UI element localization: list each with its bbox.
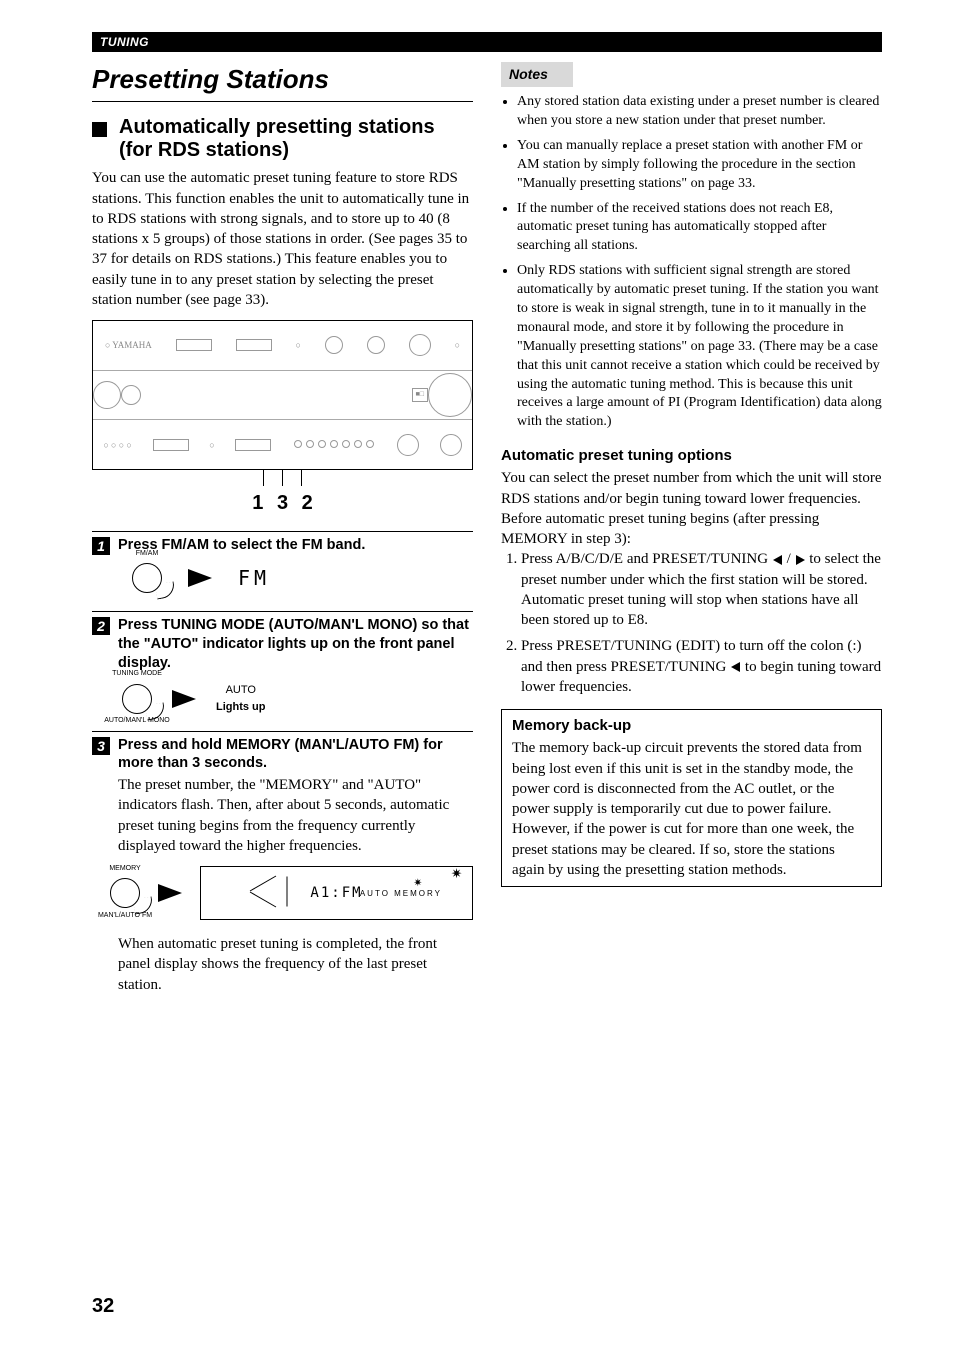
round-button-icon	[132, 563, 162, 593]
fig-num-3: 3	[277, 490, 288, 517]
button-label-bottom: AUTO/MAN'L MONO	[104, 716, 170, 725]
step-3-title: Press and hold MEMORY (MAN'L/AUTO FM) fo…	[118, 736, 473, 774]
fig-num-2: 2	[302, 490, 313, 517]
memory-backup-body: The memory back-up circuit prevents the …	[512, 738, 871, 880]
note-item: You can manually replace a preset statio…	[517, 137, 882, 194]
memory-backup-heading: Memory back-up	[512, 716, 871, 736]
round-button-icon	[122, 684, 152, 714]
triangle-right-icon	[796, 555, 805, 565]
right-column: Notes Any stored station data existing u…	[501, 62, 882, 1011]
step-1-figure: FM/AM FM	[92, 555, 473, 595]
option-item-2: Press PRESET/TUNING (EDIT) to turn off t…	[521, 636, 882, 697]
figure-leader-lines	[92, 470, 473, 490]
arrow-icon	[172, 690, 196, 708]
page-number: 32	[92, 1293, 114, 1320]
page-title: Presetting Stations	[92, 62, 473, 97]
flash-icon: ✷	[451, 861, 464, 885]
triangle-left-icon	[731, 662, 740, 672]
square-bullet-icon	[92, 122, 107, 137]
arrow-icon	[188, 569, 212, 587]
note-item: Only RDS stations with sufficient signal…	[517, 262, 882, 432]
slash: /	[783, 551, 795, 567]
options-heading: Automatic preset tuning options	[501, 446, 882, 466]
step-number-icon: 1	[92, 537, 110, 555]
step-3-body-1: The preset number, the "MEMORY" and "AUT…	[92, 775, 473, 856]
triangle-left-icon	[773, 555, 782, 565]
title-block: Presetting Stations	[92, 62, 473, 102]
lcd-tiny-labels: AUTO MEMORY	[360, 889, 442, 900]
flash-icon: ✷	[414, 873, 424, 892]
section-header: TUNING	[92, 32, 882, 52]
button-label-bottom: MAN'L/AUTO FM	[98, 911, 152, 920]
step-1: 1 Press FM/AM to select the FM band. FM/…	[92, 531, 473, 595]
notes-heading: Notes	[501, 62, 573, 87]
note-item: Any stored station data existing under a…	[517, 93, 882, 131]
options-list: Press A/B/C/D/E and PRESET/TUNING / to s…	[501, 549, 882, 697]
two-column-layout: Presetting Stations Automatically preset…	[92, 62, 882, 1011]
lights-up-label: Lights up	[216, 700, 266, 715]
options-intro: You can select the preset number from wh…	[501, 468, 882, 549]
button-label: FM/AM	[136, 549, 159, 558]
left-column: Presetting Stations Automatically preset…	[92, 62, 473, 1011]
button-label-top: TUNING MODE	[112, 670, 162, 677]
memory-backup-box: Memory back-up The memory back-up circui…	[501, 709, 882, 887]
step-3-body-2: When automatic preset tuning is complete…	[92, 934, 473, 995]
step-3: 3 Press and hold MEMORY (MAN'L/AUTO FM) …	[92, 731, 473, 995]
step-2-figure: TUNING MODE AUTO/MAN'L MONO AUTO Lights …	[92, 673, 473, 715]
intro-paragraph: You can use the automatic preset tuning …	[92, 168, 473, 310]
button-label-top: MEMORY	[109, 864, 140, 873]
step-2-title: Press TUNING MODE (AUTO/MAN'L MONO) so t…	[118, 616, 473, 673]
round-button-icon	[110, 878, 140, 908]
step-3-figure: MEMORY MAN'L/AUTO FM A1:FM AUTO MEMORY ✷…	[92, 856, 473, 920]
lcd-text: FM	[238, 565, 270, 592]
step-number-icon: 2	[92, 617, 110, 635]
lcd-panel: A1:FM AUTO MEMORY ✷ ✷	[200, 866, 473, 920]
option-item-1: Press A/B/C/D/E and PRESET/TUNING / to s…	[521, 549, 882, 630]
arrow-icon	[158, 884, 182, 902]
fig-num-1: 1	[252, 490, 263, 517]
subhead: Automatically presetting stations (for R…	[119, 116, 473, 162]
step-2: 2 Press TUNING MODE (AUTO/MAN'L MONO) so…	[92, 611, 473, 714]
figure-callout-numbers: 1 3 2	[92, 490, 473, 517]
lcd-content: A1:FM	[310, 884, 362, 903]
front-panel-figure: ○ YAMAHA ○ ○ ■□ ○ ○ ○ ○ ○	[92, 320, 473, 470]
step-number-icon: 3	[92, 737, 110, 755]
notes-list: Any stored station data existing under a…	[501, 93, 882, 432]
indicator-text: AUTO	[226, 683, 256, 698]
note-item: If the number of the received stations d…	[517, 200, 882, 257]
subhead-row: Automatically presetting stations (for R…	[92, 116, 473, 162]
option-1-text-a: Press A/B/C/D/E and PRESET/TUNING	[521, 551, 772, 567]
